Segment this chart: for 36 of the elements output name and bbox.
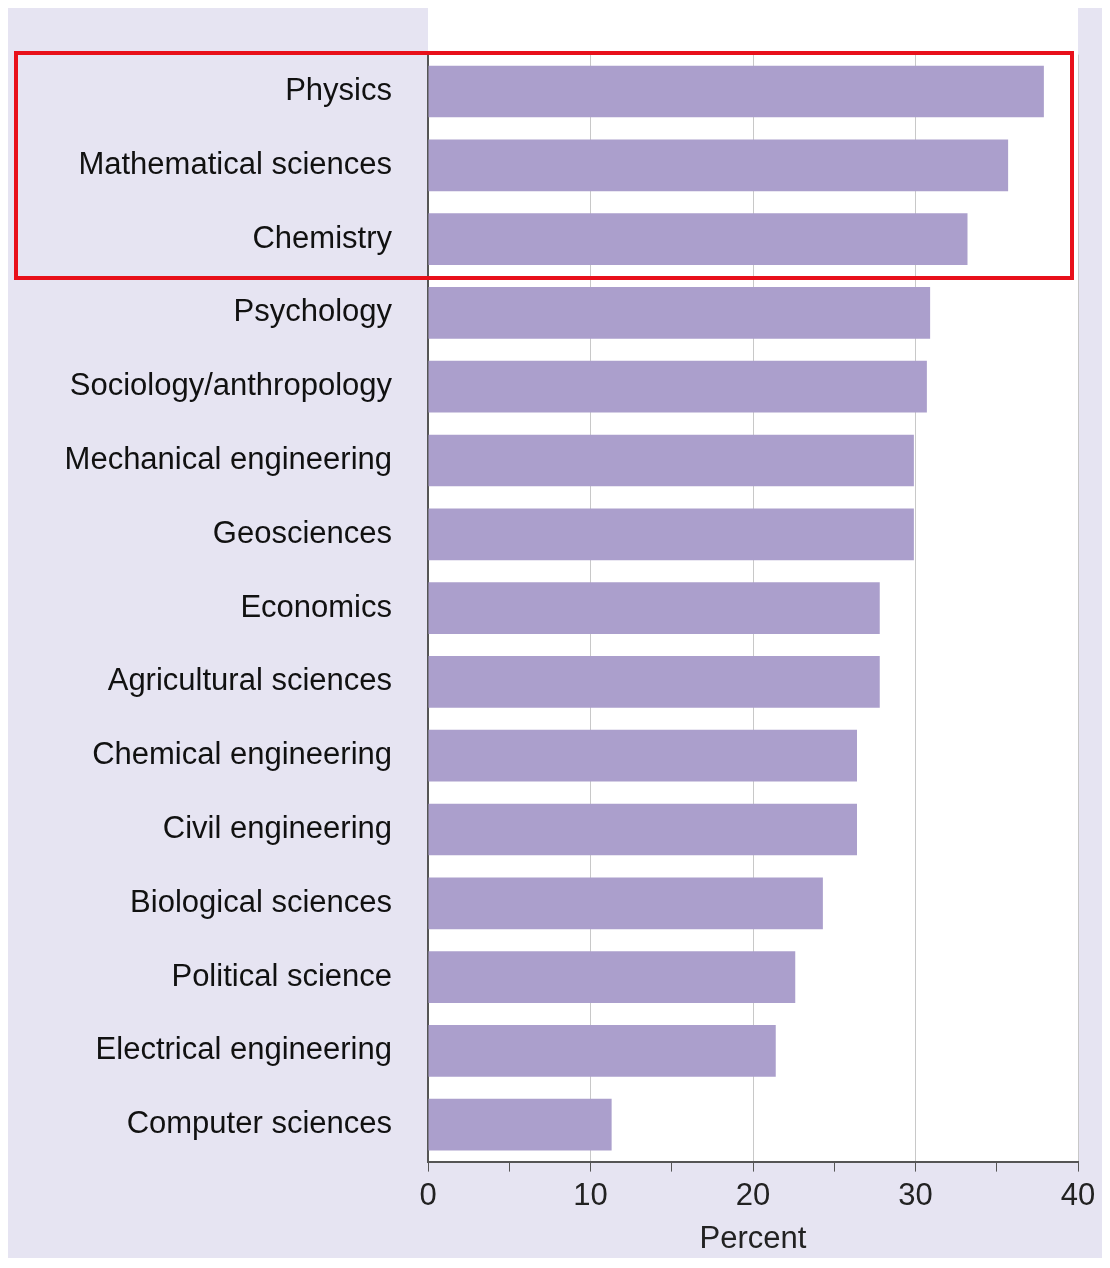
x-tick-label: 10 [573,1176,608,1212]
bar [428,1025,776,1077]
bar [428,656,880,708]
y-tick-label: Biological sciences [130,883,392,919]
x-axis-title: Percent [699,1219,807,1255]
bar [428,582,880,634]
bar [428,877,823,930]
bar [428,1098,612,1151]
bar [428,803,857,856]
x-tick-label: 30 [898,1176,933,1212]
y-tick-label: Economics [240,588,392,624]
x-tick-label: 20 [735,1176,771,1212]
y-tick-label: Political science [171,957,392,993]
x-tick-label: 0 [419,1176,437,1212]
bar [428,213,968,265]
y-tick-label: Chemical engineering [92,736,392,772]
y-tick-label: Civil engineering [162,810,392,846]
bar [428,729,857,782]
bar [428,139,1009,192]
bar [428,65,1044,118]
y-tick-label: Geosciences [212,514,392,550]
y-tick-label: Mathematical sciences [78,145,392,181]
y-tick-label: Chemistry [252,219,393,255]
bar [428,951,796,1003]
x-tick-label: 40 [1060,1176,1096,1212]
y-tick-label: Psychology [233,293,393,329]
bar [428,508,914,561]
y-tick-label: Computer sciences [126,1105,392,1141]
bar [428,434,914,487]
y-tick-label: Sociology/anthropology [69,367,393,403]
y-tick-label: Agricultural sciences [107,662,392,698]
y-tick-label: Electrical engineering [95,1031,392,1067]
y-tick-label: Mechanical engineering [64,441,392,477]
y-tick-label: Physics [285,72,392,108]
bar [428,287,931,339]
bar [428,360,927,413]
